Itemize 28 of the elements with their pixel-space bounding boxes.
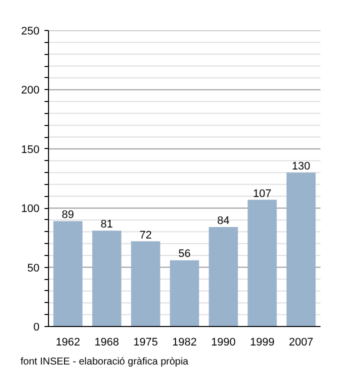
bar	[286, 172, 316, 326]
x-tick-label: 1990	[211, 336, 236, 348]
x-tick-label: 1962	[56, 336, 80, 348]
bar	[248, 200, 277, 326]
x-tick-label: 2007	[288, 336, 314, 348]
bar	[208, 227, 238, 326]
data-label: 56	[178, 248, 191, 260]
bar	[53, 221, 82, 326]
y-tick-label: 50	[27, 262, 40, 274]
y-tick-label: 150	[21, 144, 40, 156]
data-label: 81	[100, 218, 113, 231]
data-label: 107	[253, 188, 272, 200]
bar	[92, 230, 122, 326]
y-tick-label: 0	[33, 322, 40, 334]
text: font INSEE - elaboració gràfica pròpia	[20, 356, 189, 368]
data-label: 89	[62, 209, 74, 222]
data-label: 72	[140, 229, 152, 242]
data-label: 84	[217, 215, 230, 228]
x-tick-label: 1968	[94, 336, 120, 348]
bar	[131, 241, 160, 326]
y-tick-label: 250	[21, 26, 40, 38]
x-tick-label: 1982	[172, 336, 197, 348]
y-tick-label: 100	[21, 203, 40, 216]
x-tick-label: 1975	[133, 336, 158, 348]
x-tick-label: 1999	[250, 336, 274, 348]
y-tick-label: 200	[21, 84, 40, 97]
bar	[170, 260, 200, 326]
data-label: 130	[292, 160, 310, 173]
